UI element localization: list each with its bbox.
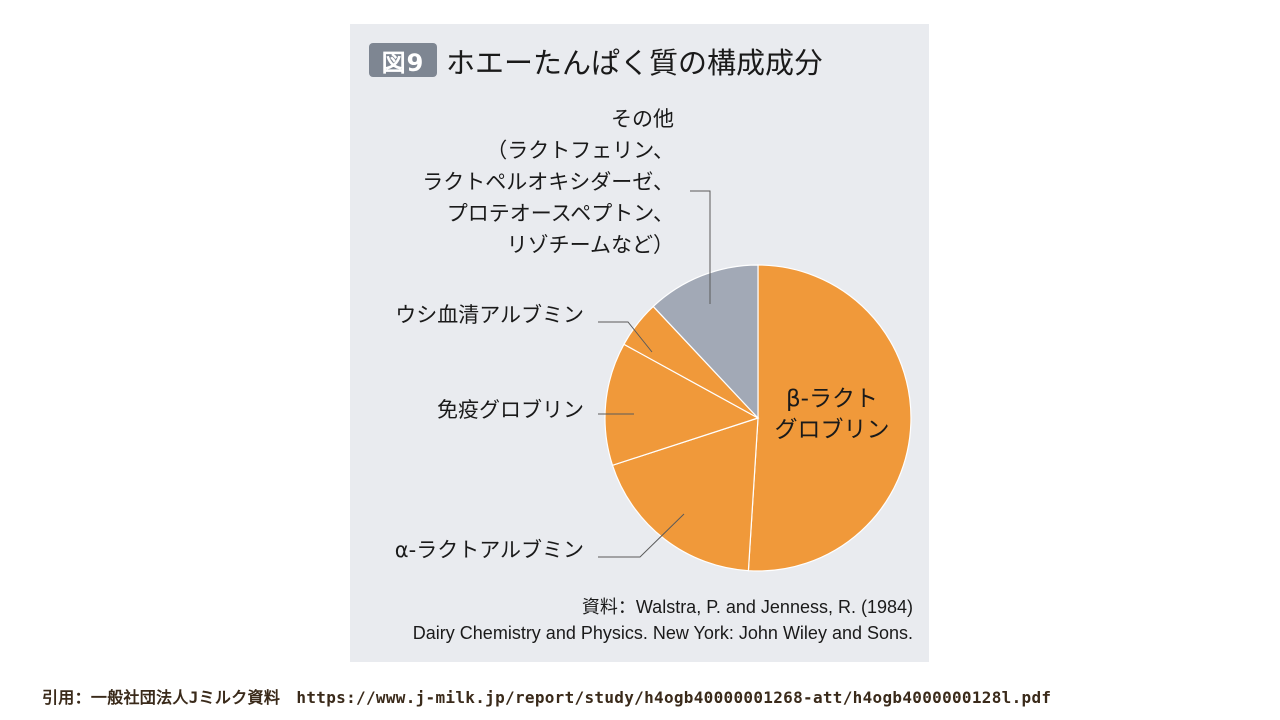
figure-number-badge: 図9	[369, 43, 437, 77]
slice-label-2: α-ラクトアルブミン	[395, 538, 584, 562]
source-note: 資料：Walstra, P. and Jenness, R. (1984) Da…	[413, 594, 913, 646]
pie-slice-2	[611, 417, 759, 572]
leader-line-5	[690, 190, 711, 304]
leader-line-4	[598, 321, 653, 353]
pie-slice-1	[747, 264, 912, 572]
source-line-2: Dairy Chemistry and Physics. New York: J…	[412, 623, 913, 643]
slice-label-4: ウシ血清アルブミン	[395, 303, 584, 327]
figure-title: ホエーたんぱく質の構成成分	[446, 46, 824, 80]
slice-label-1: β-ラクトグロブリン	[775, 386, 890, 443]
pie-slice-3	[604, 343, 760, 467]
slice-label-5: その他（ラクトフェリン、ラクトペルオキシダーゼ、プロテオースペプトン、リゾチーム…	[422, 107, 674, 257]
leader-line-2	[598, 513, 685, 558]
slice-label-3: 免疫グロブリン	[437, 398, 584, 422]
source-line-1: 資料：Walstra, P. and Jenness, R. (1984)	[581, 597, 913, 617]
pie-slice-5	[652, 264, 759, 420]
citation: 引用：一般社団法人Jミルク資料 https://www.j-milk.jp/re…	[42, 688, 1052, 707]
